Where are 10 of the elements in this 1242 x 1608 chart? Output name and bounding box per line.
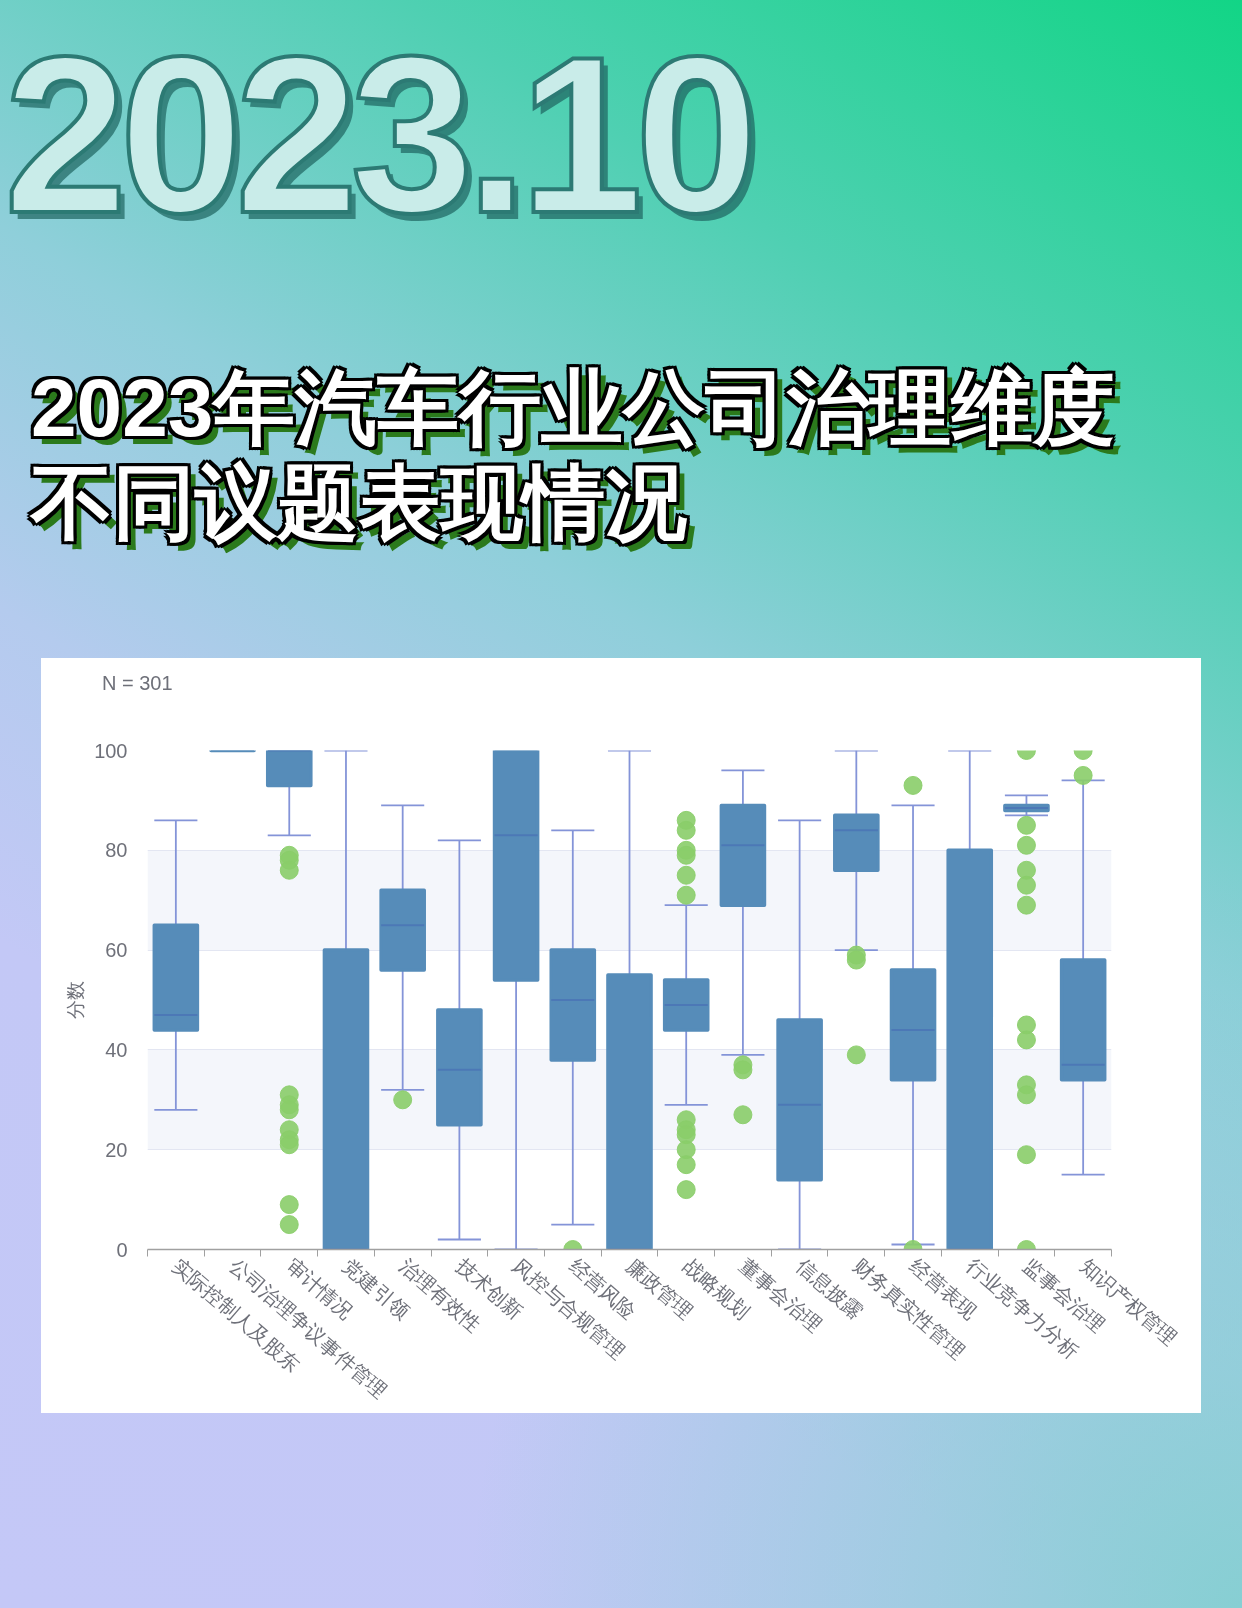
text: 2023.10 xyxy=(3,10,751,259)
y-tick-label: 100 xyxy=(94,739,128,762)
chart-title: 2023年汽车行业公司治理维度不同议题表现情况 xyxy=(29,361,1117,550)
y-tick-label: 60 xyxy=(105,939,128,962)
y-axis-title: 分数 xyxy=(65,981,87,1019)
y-tick-label: 40 xyxy=(105,1038,128,1061)
y-tick-label: 80 xyxy=(105,839,128,862)
y-tick-label: 0 xyxy=(116,1238,128,1261)
text: N = 301 xyxy=(101,671,173,696)
y-tick-label: 20 xyxy=(105,1138,128,1161)
